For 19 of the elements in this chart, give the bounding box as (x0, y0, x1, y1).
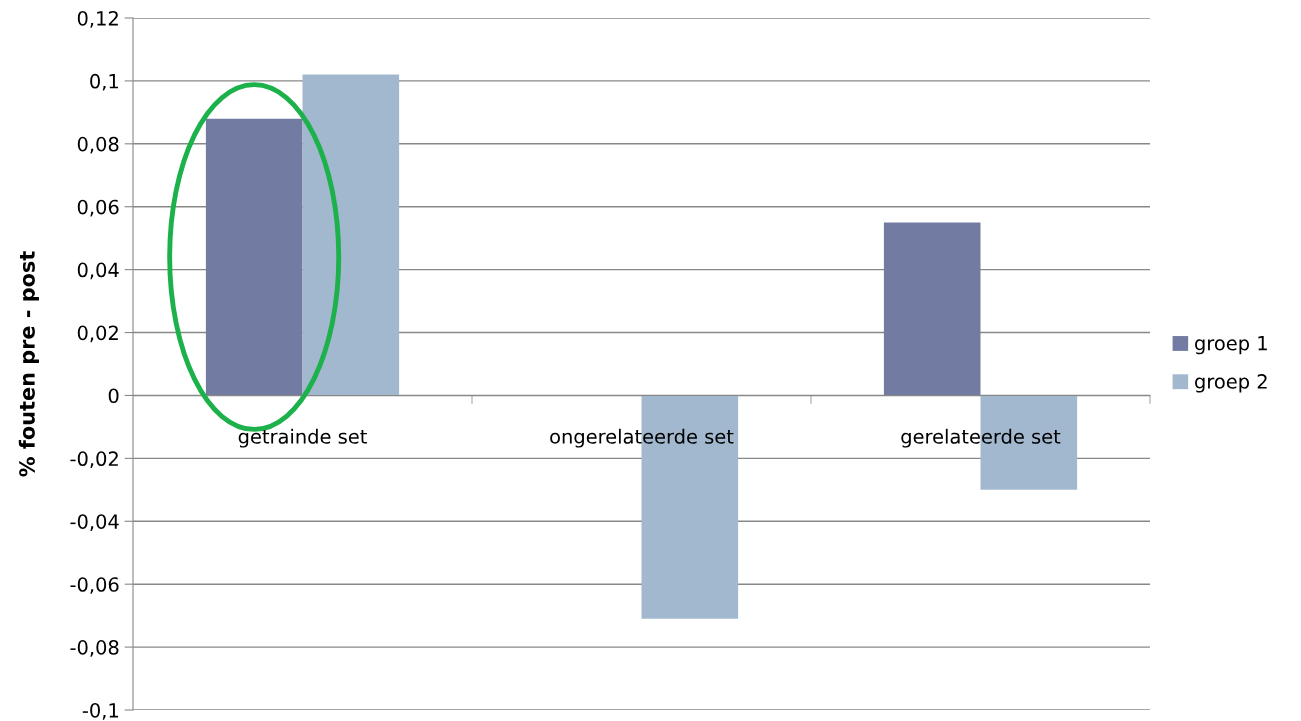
y-tick-label: 0 (108, 388, 119, 404)
y-tick-label: 0,06 (77, 199, 119, 217)
y-tick-label: 0,12 (77, 10, 118, 28)
x-tick-label: getrainde set (238, 428, 367, 448)
y-tick-label: -0,1 (82, 702, 119, 720)
y-tick-label: 0,04 (77, 262, 119, 280)
y-tick-label: 0,02 (77, 325, 118, 343)
y-tick-label: -0,06 (70, 577, 119, 594)
y-tick-label: -0,04 (70, 514, 119, 531)
y-tick-label: 0,08 (77, 136, 119, 154)
y-tick-label: -0,08 (70, 640, 119, 657)
y-axis-title: % fouten pre - post (18, 251, 39, 477)
bar (883, 222, 981, 396)
x-tick-label: ongerelateerde set (550, 428, 734, 448)
y-tick-label: -0,02 (70, 451, 118, 469)
y-tick-label: 0,1 (90, 73, 119, 91)
legend-label: groep 2 (1195, 374, 1267, 393)
x-tick-label: gerelateerde set (901, 428, 1061, 448)
legend-label: groep 1 (1195, 336, 1267, 355)
